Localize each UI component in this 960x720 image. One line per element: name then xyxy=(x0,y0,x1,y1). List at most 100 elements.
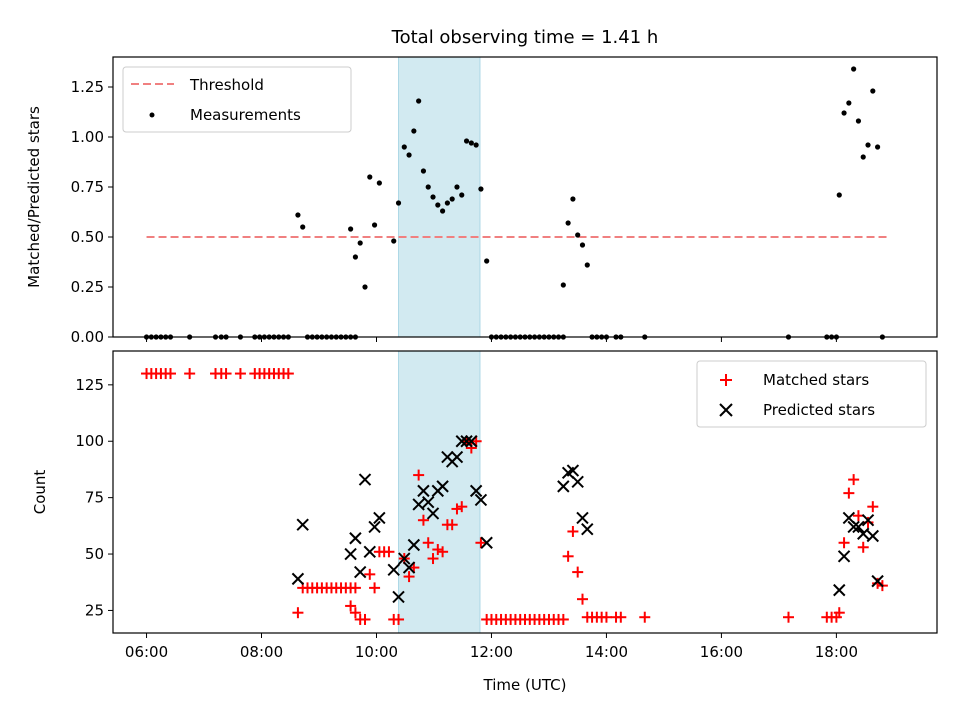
measurement-point xyxy=(371,222,378,228)
bottom-x-ticks: 06:00 08:00 10:00 12:00 14:00 16:00 18:00 xyxy=(125,633,858,661)
measurement-point xyxy=(454,184,460,190)
measurement-point xyxy=(348,226,354,232)
matched-star-point xyxy=(349,582,361,594)
x-tick-label: 16:00 xyxy=(700,643,743,661)
predicted-star-point xyxy=(358,473,372,486)
predicted-star-point xyxy=(842,511,856,525)
measurement-point xyxy=(411,128,417,134)
matched-star-point xyxy=(857,541,869,553)
x-tick-label: 10:00 xyxy=(355,643,398,661)
matched-star-point xyxy=(576,593,588,605)
measurement-point xyxy=(430,194,436,200)
predicted-star-point xyxy=(392,590,405,604)
matched-star-point xyxy=(843,487,855,499)
predicted-star-point xyxy=(576,511,589,525)
matched-star-point xyxy=(600,611,612,623)
predicted-star-point xyxy=(426,507,440,520)
predicted-star-point xyxy=(460,435,473,448)
legend-predicted-swatch xyxy=(719,403,733,417)
matched-star-point xyxy=(432,544,444,556)
measurement-point xyxy=(846,100,852,106)
matched-star-point xyxy=(364,568,376,580)
predicted-star-point xyxy=(861,513,875,527)
matched-star-point xyxy=(475,537,487,549)
measurement-point xyxy=(435,202,441,208)
matched-star-point xyxy=(437,546,449,558)
x-tick-label: 08:00 xyxy=(240,643,283,661)
y-tick-label: 50 xyxy=(85,545,104,563)
matched-star-point xyxy=(164,368,176,380)
predicted-star-point xyxy=(363,545,376,558)
measurement-point xyxy=(860,154,866,160)
predicted-star-point xyxy=(566,464,580,477)
matched-star-point xyxy=(234,368,246,380)
measurement-point xyxy=(357,240,363,246)
predicted-star-point xyxy=(353,565,367,579)
measurement-point xyxy=(459,192,465,198)
bottom-axes-frame xyxy=(112,350,938,634)
matched-star-point xyxy=(562,550,574,562)
predicted-star-point xyxy=(852,520,865,534)
predicted-star-point xyxy=(450,450,464,464)
predicted-star-point xyxy=(871,574,884,588)
top-x-ticks xyxy=(146,337,837,342)
measurement-point xyxy=(836,192,842,198)
bottom-panel: 25 50 75 100 125 06:00 08:00 10:00 12:00 14:00 16… xyxy=(31,350,938,694)
matched-star-point xyxy=(422,537,434,549)
predicted-star-point xyxy=(373,511,386,525)
measurement-point xyxy=(362,284,368,290)
y-tick-label: 75 xyxy=(85,489,104,507)
count-points xyxy=(141,368,888,625)
matched-star-point xyxy=(403,571,415,583)
predicted-star-point xyxy=(344,547,357,561)
y-tick-label: 25 xyxy=(85,601,104,619)
top-y-ticks: 0.00 0.25 0.50 0.75 1.00 1.25 xyxy=(71,78,113,346)
measurement-point xyxy=(401,144,407,150)
y-tick-label: 0.00 xyxy=(71,328,104,346)
predicted-star-point xyxy=(412,498,425,511)
predicted-star-point xyxy=(349,532,362,545)
bottom-y-axis-label: Count xyxy=(31,470,49,515)
matched-star-point xyxy=(383,546,395,558)
top-panel: 0.00 0.25 0.50 0.75 1.00 1.25 Matched/Predict… xyxy=(25,56,938,346)
measurement-point xyxy=(352,254,359,260)
legend-measurement-label: Measurements xyxy=(190,106,301,124)
matched-star-point xyxy=(359,613,371,625)
measurement-point xyxy=(851,66,857,72)
predicted-star-point xyxy=(455,435,468,448)
matched-star-point xyxy=(220,368,232,380)
measurement-point xyxy=(376,180,382,186)
y-tick-label: 100 xyxy=(75,432,104,450)
measurement-point xyxy=(575,232,581,238)
measurement-point xyxy=(406,152,412,158)
measurement-point xyxy=(468,140,474,146)
predicted-star-point xyxy=(837,550,851,563)
predicted-star-point xyxy=(436,480,449,493)
top-legend: Threshold Measurements xyxy=(122,66,352,133)
measurement-point xyxy=(425,184,431,190)
measurement-point xyxy=(444,200,450,206)
x-tick-label: 18:00 xyxy=(815,643,858,661)
matched-star-point xyxy=(465,442,477,454)
matched-star-point xyxy=(446,519,458,531)
top-shaded-span xyxy=(398,56,481,338)
measurement-point xyxy=(855,118,862,124)
predicted-star-point xyxy=(857,527,870,540)
matched-star-point xyxy=(184,368,196,380)
matched-star-point xyxy=(833,607,845,619)
measurement-point xyxy=(300,224,306,230)
matched-star-point xyxy=(393,613,405,625)
matched-star-point xyxy=(345,600,357,612)
predicted-star-point xyxy=(368,520,381,534)
measurement-point xyxy=(570,196,576,202)
predicted-star-point xyxy=(480,536,493,549)
matched-star-point xyxy=(838,537,850,549)
predicted-star-point xyxy=(581,523,594,536)
top-axes-frame xyxy=(112,56,938,338)
chart-title: Total observing time = 1.41 h xyxy=(391,27,659,48)
predicted-star-point xyxy=(866,529,880,543)
x-axis-label: Time (UTC) xyxy=(483,676,567,694)
matched-star-point xyxy=(848,474,860,486)
matched-star-point xyxy=(349,607,361,619)
